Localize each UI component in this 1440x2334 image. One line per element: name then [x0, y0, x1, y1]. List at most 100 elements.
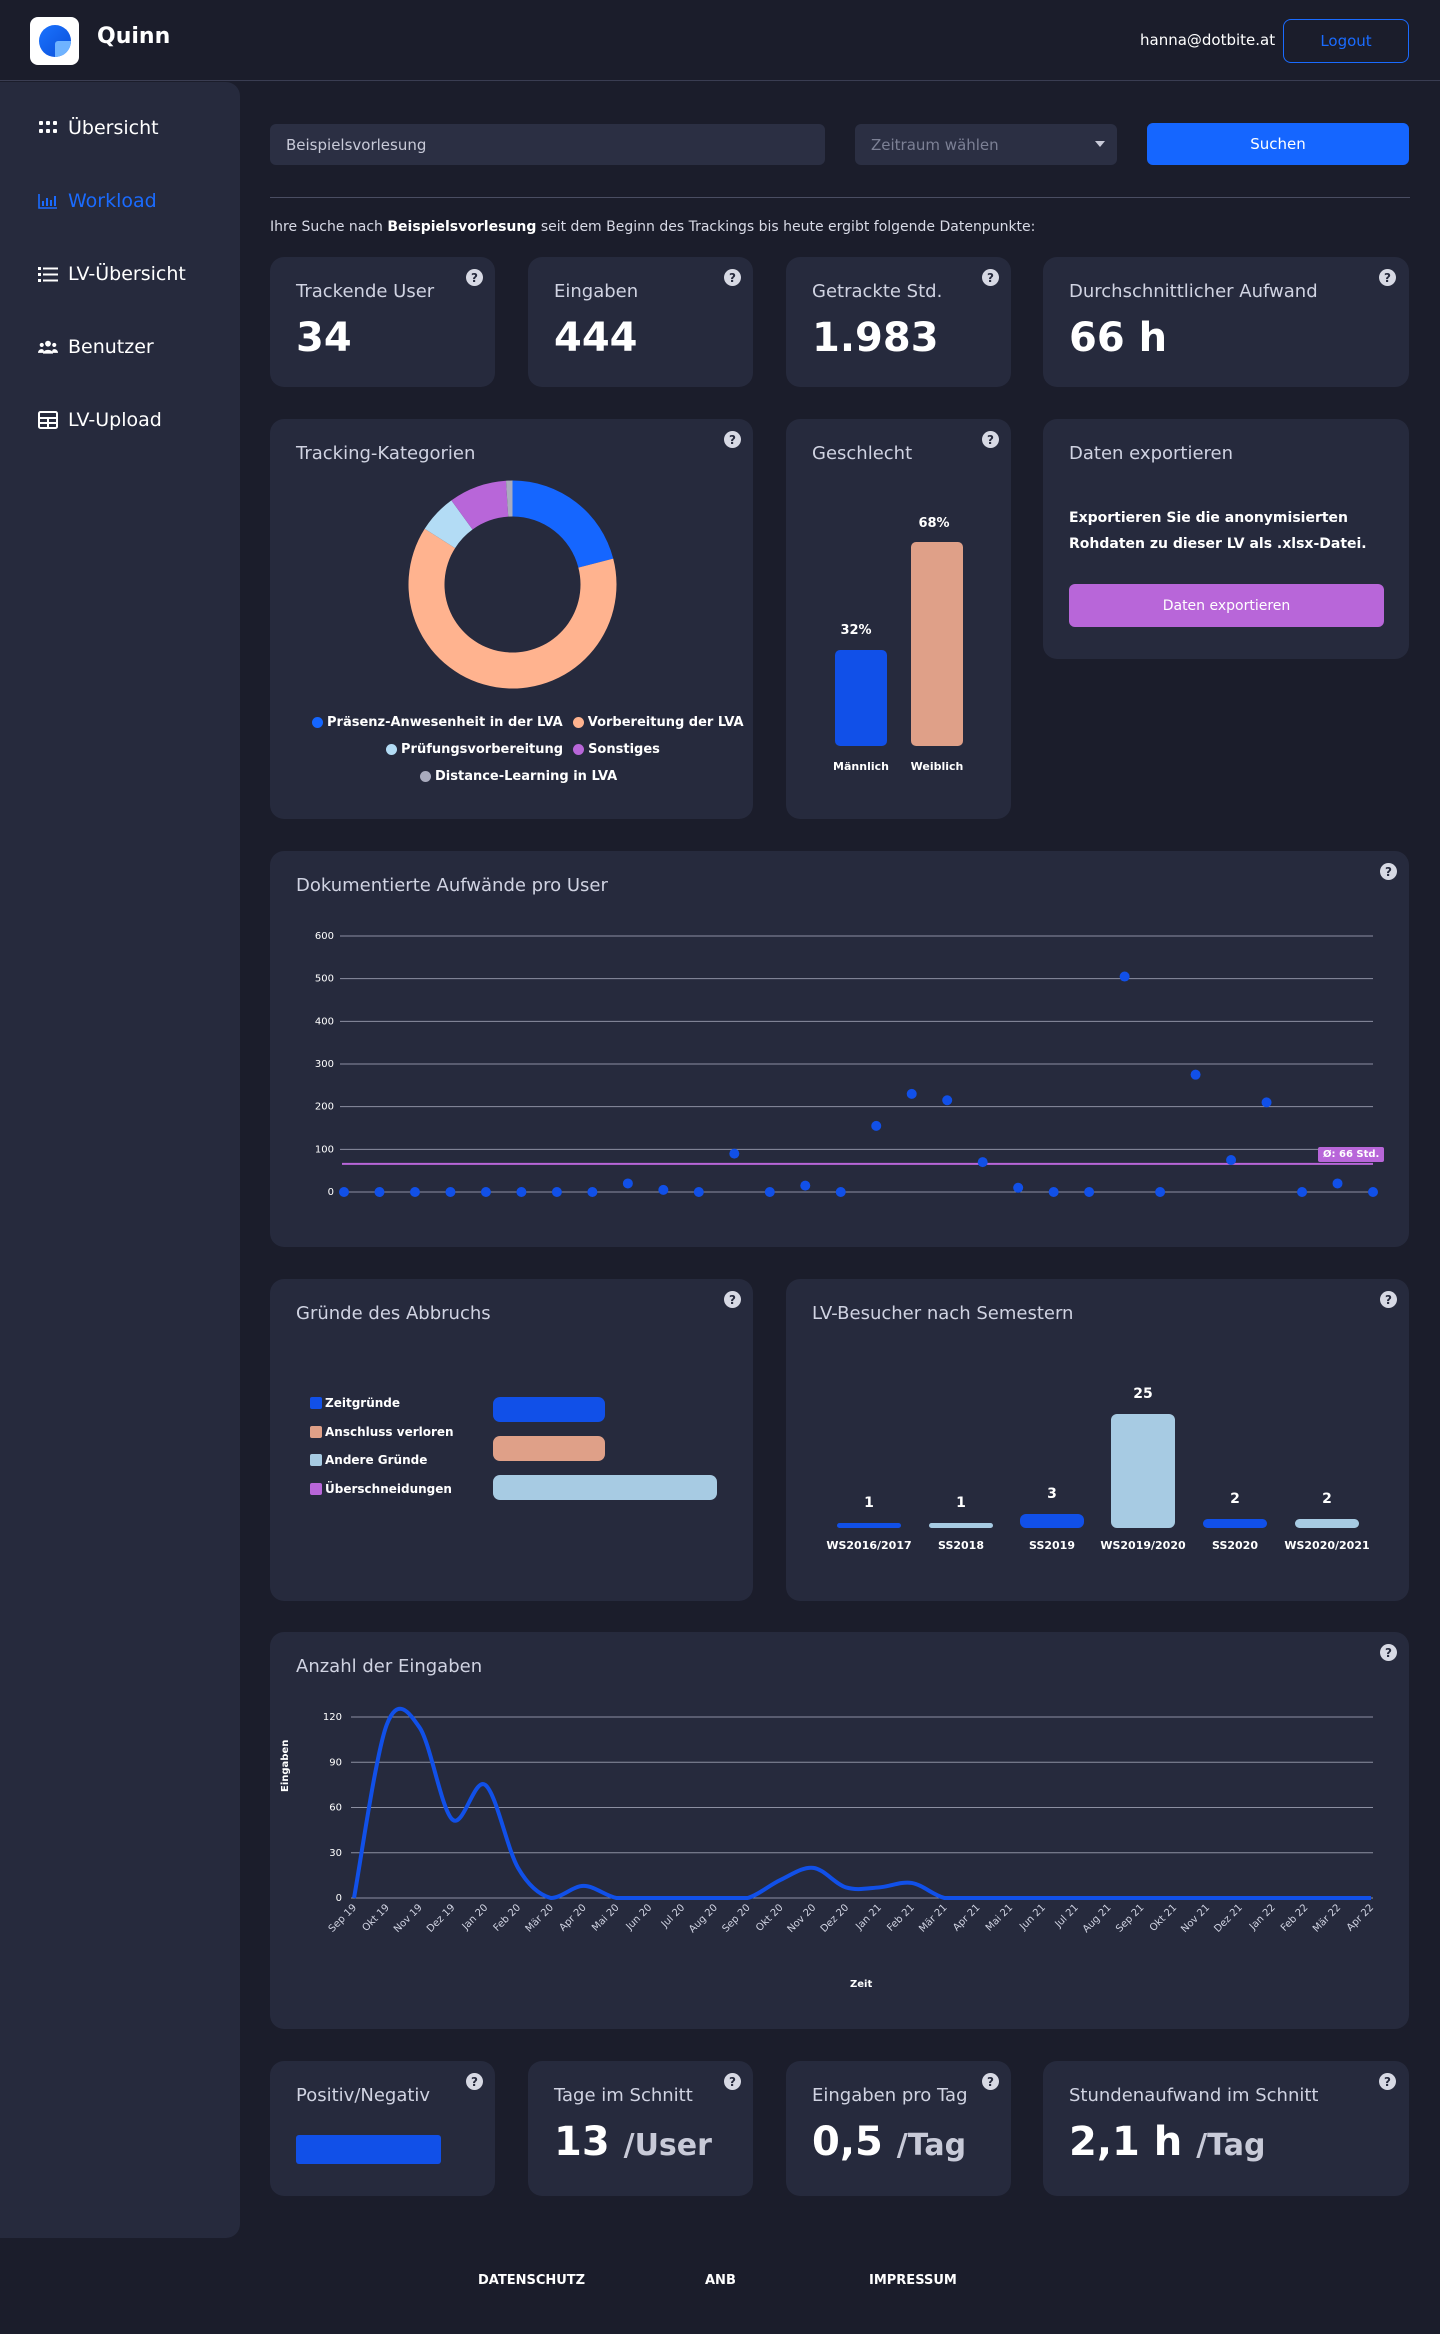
help-icon[interactable]: ?	[466, 269, 483, 286]
legend-label: Überschneidungen	[325, 1481, 452, 1496]
card-title: Tage im Schnitt	[554, 2085, 693, 2106]
search-input[interactable]: Beispielsvorlesung	[270, 124, 825, 165]
legend-label: Anschluss verloren	[325, 1424, 454, 1439]
semester-value-label: 1	[956, 1495, 966, 1512]
help-icon[interactable]: ?	[1380, 1644, 1397, 1661]
top-bar: Quinn hanna@dotbite.at Logout	[0, 0, 1440, 81]
help-icon[interactable]: ?	[1379, 269, 1396, 286]
y-tick-label: 500	[315, 974, 334, 985]
export-button[interactable]: Daten exportieren	[1069, 584, 1384, 627]
value-number: 2,1 h	[1069, 2119, 1183, 2165]
result-term: Beispielsvorlesung	[387, 219, 537, 235]
semester-value-label: 2	[1230, 1490, 1240, 1507]
help-icon[interactable]: ?	[724, 1291, 741, 1308]
donut-slice	[451, 480, 509, 530]
stat-label: Getrackte Std.	[812, 281, 943, 302]
help-icon[interactable]: ?	[724, 2073, 741, 2090]
scatter-point	[906, 1088, 917, 1099]
legend-swatch	[310, 1425, 322, 1438]
sidebar-item-lv-upload[interactable]: LV-Upload	[38, 409, 162, 431]
x-tick-label: Nov 19	[392, 1902, 425, 1935]
scatter-point	[693, 1187, 704, 1197]
scatter-plot: 0 100 200 300 400 500 600	[315, 931, 1378, 1198]
legend-dot	[573, 744, 585, 755]
result-suffix: seit dem Beginn des Trackings bis heute …	[536, 219, 1036, 235]
legend-item: Distance-Learning in LVA	[420, 769, 617, 784]
sidebar-item-uebersicht[interactable]: Übersicht	[38, 117, 159, 139]
stat-value: 2,1 h /Tag	[1069, 2119, 1265, 2165]
x-tick-label: Sep 20	[720, 1902, 752, 1934]
legend-label: Distance-Learning in LVA	[435, 769, 618, 784]
users-icon	[38, 337, 58, 357]
bar-category-label: Männlich	[833, 760, 889, 773]
help-icon[interactable]: ?	[724, 269, 741, 286]
sidebar-item-label: Übersicht	[68, 117, 159, 139]
x-tick-label: Apr 20	[558, 1902, 589, 1933]
grid-icon	[38, 118, 58, 138]
footer-link-impressum[interactable]: IMPRESSUM	[869, 2273, 957, 2288]
stat-label: Durchschnittlicher Aufwand	[1069, 281, 1318, 302]
help-icon[interactable]: ?	[724, 431, 741, 448]
scatter-point	[587, 1187, 598, 1197]
scatter-point	[764, 1187, 775, 1197]
help-icon[interactable]: ?	[1380, 1291, 1397, 1308]
sidebar-item-workload[interactable]: Workload	[38, 190, 157, 212]
sidebar-item-label: Benutzer	[68, 336, 154, 358]
value-unit: /Tag	[896, 2128, 967, 2163]
value-number: 13	[554, 2119, 610, 2165]
x-tick-label: Mär 21	[917, 1902, 949, 1934]
card-title: Stundenaufwand im Schnitt	[1069, 2085, 1319, 2106]
value-unit: /User	[623, 2128, 712, 2163]
help-icon[interactable]: ?	[466, 2073, 483, 2090]
help-icon[interactable]: ?	[982, 2073, 999, 2090]
gender-card: Geschlecht ? 32% Männlich 68% Weiblich	[786, 419, 1011, 819]
x-tick-label: Mär 20	[524, 1902, 556, 1934]
scatter-point	[1119, 971, 1130, 982]
dropout-bar	[493, 1436, 605, 1461]
sidebar-item-benutzer[interactable]: Benutzer	[38, 336, 154, 358]
legend-label: Zeitgründe	[325, 1396, 401, 1410]
scatter-point	[871, 1120, 882, 1131]
scatter-point	[1155, 1187, 1166, 1197]
logo-icon	[38, 25, 71, 57]
x-tick-label: Aug 21	[1081, 1902, 1114, 1935]
sidebar-item-lv-uebersicht[interactable]: LV-Übersicht	[38, 263, 186, 285]
period-select[interactable]: Zeitraum wählen	[855, 124, 1117, 165]
legend-swatch	[310, 1397, 322, 1410]
legend-dot	[572, 717, 584, 728]
app-logo[interactable]	[30, 17, 79, 65]
legend-dot	[386, 744, 397, 755]
scatter-point	[480, 1187, 491, 1197]
divider	[270, 197, 1410, 198]
semester-category-label: SS2019	[1029, 1539, 1075, 1552]
semester-category-label: SS2020	[1212, 1539, 1258, 1552]
scatter-point	[374, 1187, 385, 1197]
stat-label: Trackende User	[296, 281, 435, 302]
help-icon[interactable]: ?	[982, 431, 999, 448]
positive-bar	[296, 2135, 441, 2164]
search-button[interactable]: Suchen	[1147, 123, 1409, 165]
days-card: Tage im Schnitt ? 13 /User	[528, 2061, 753, 2196]
semester-bar	[1111, 1414, 1175, 1528]
help-icon[interactable]: ?	[1379, 2073, 1396, 2090]
legend-item: Sonstiges	[573, 742, 660, 757]
logout-button[interactable]: Logout	[1283, 19, 1409, 63]
semester-bar	[1295, 1518, 1359, 1528]
average-label: Ø: 66 Std.	[1318, 1147, 1385, 1162]
donut-slice	[512, 480, 614, 568]
x-tick-label: Mär 22	[1311, 1902, 1343, 1934]
scatter-point	[1190, 1069, 1201, 1080]
x-tick-label: Jul 21	[1053, 1902, 1081, 1930]
semester-category-label: SS2018	[938, 1539, 984, 1552]
x-tick-label: Okt 19	[360, 1902, 391, 1933]
footer-link-anb[interactable]: ANB	[705, 2273, 736, 2288]
footer-link-datenschutz[interactable]: DATENSCHUTZ	[478, 2273, 586, 2288]
table-icon	[38, 410, 58, 430]
x-tick-label: Sep 19	[327, 1902, 359, 1934]
help-icon[interactable]: ?	[1380, 863, 1397, 880]
legend-row-3: Distance-Learning in LVA	[420, 769, 617, 784]
x-tick-label: Dez 21	[1212, 1902, 1245, 1935]
donut-slice	[408, 528, 617, 689]
card-title: Eingaben pro Tag	[812, 2085, 968, 2106]
help-icon[interactable]: ?	[982, 269, 999, 286]
